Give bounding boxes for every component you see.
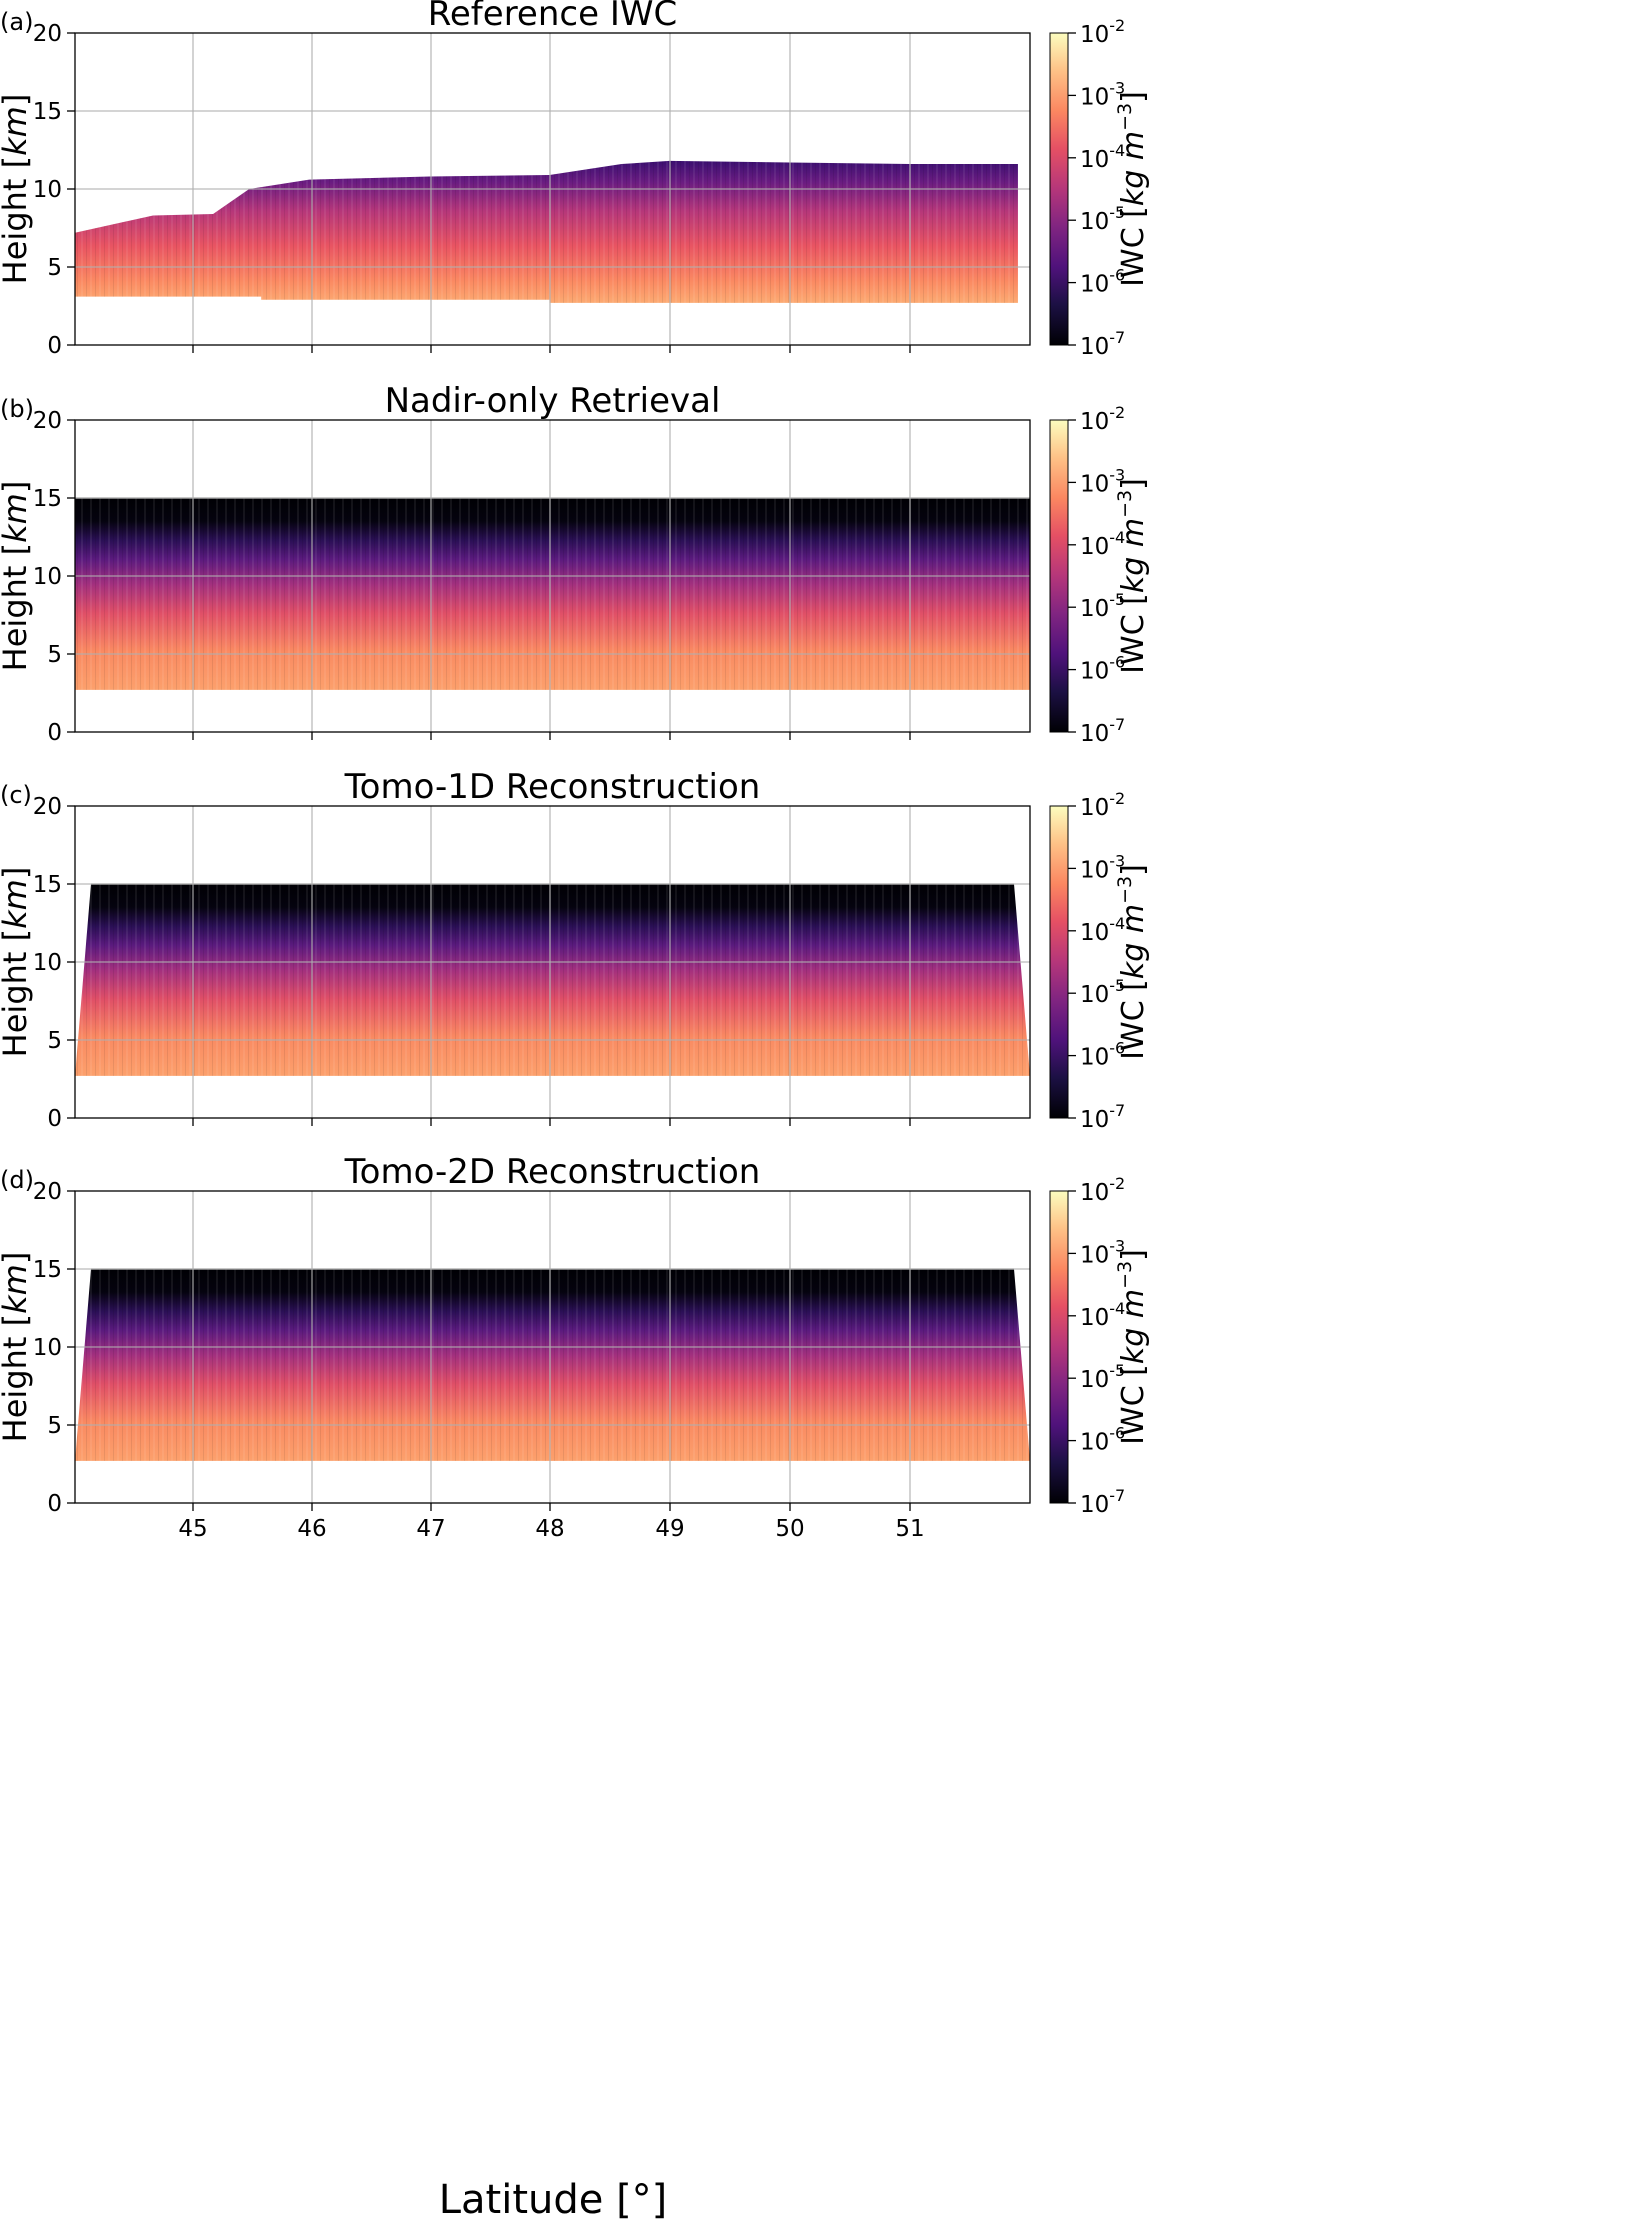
y-tick-label: 10 <box>33 950 62 976</box>
colorbar-tick-label: 10-2 <box>1080 16 1125 48</box>
y-tick-label: 5 <box>47 255 62 281</box>
y-tick-label: 10 <box>33 1335 62 1361</box>
y-tick-label: 10 <box>33 564 62 590</box>
colorbar-tick-label: 10-7 <box>1080 1486 1125 1518</box>
y-axis-label: Height [km] <box>0 1252 34 1443</box>
x-tick-label: 46 <box>297 1516 326 1542</box>
y-tick-label: 15 <box>33 99 62 125</box>
y-tick-label: 20 <box>33 1179 62 1205</box>
panel-b: Nadir-only Retrieval (b)20 15 10 5 0 Height [k… <box>0 381 1151 747</box>
field-texture <box>75 498 1030 690</box>
x-tick-label: 47 <box>416 1516 445 1542</box>
y-tick-label: 0 <box>47 1106 62 1132</box>
field-texture <box>75 884 1030 1076</box>
colorbar-label: IWC [kg m−3] <box>1114 478 1151 674</box>
colorbar-label: IWC [kg m−3] <box>1114 1249 1151 1445</box>
panel-label: (a) <box>0 8 33 36</box>
y-tick-label: 5 <box>47 1028 62 1054</box>
colorbar-tick-label: 10-2 <box>1080 403 1125 435</box>
y-tick-label: 10 <box>33 177 62 203</box>
colorbar-label: IWC [kg m−3] <box>1114 864 1151 1060</box>
y-axis-label: Height [km] <box>0 481 34 672</box>
x-tick-label: 48 <box>535 1516 564 1542</box>
colorbar-tick-label: 10-7 <box>1080 328 1125 360</box>
x-tick-label: 45 <box>178 1516 207 1542</box>
colorbar-tick-label: 10-7 <box>1080 715 1125 747</box>
y-tick-label: 15 <box>33 1257 62 1283</box>
y-tick-label: 20 <box>33 794 62 820</box>
y-tick-label: 0 <box>47 1491 62 1517</box>
field-texture <box>75 1269 1030 1461</box>
panel-title: Nadir-only Retrieval <box>385 381 721 421</box>
y-axis-label: Height [km] <box>0 94 34 285</box>
field-texture <box>75 160 1018 303</box>
colorbar <box>1049 805 1069 1119</box>
panel-title: Tomo-1D Reconstruction <box>344 767 761 807</box>
y-tick-label: 0 <box>47 720 62 746</box>
panel-a: Reference IWC (a)20 15 10 5 0 Height [km] 10-2 1… <box>0 0 1151 360</box>
panel-c: Tomo-1D Reconstruction (c) 20 15 10 5 0 Height … <box>0 767 1151 1133</box>
colorbar-tick-label: 10-2 <box>1080 1174 1125 1206</box>
y-tick-label: 20 <box>33 408 62 434</box>
x-tick-label: 51 <box>895 1516 924 1542</box>
y-tick-label: 5 <box>47 1413 62 1439</box>
colorbar-tick-label: 10-3 <box>1080 851 1125 883</box>
y-tick-label: 5 <box>47 642 62 668</box>
colorbar <box>1049 1190 1069 1504</box>
panel-label: (b) <box>0 395 34 423</box>
panel-label: (d) <box>0 1166 34 1194</box>
x-tick-label: 49 <box>655 1516 684 1542</box>
colorbar <box>1049 419 1069 733</box>
x-axis-label: Latitude [°] <box>439 2177 668 2222</box>
colorbar-tick-label: 10-2 <box>1080 789 1125 821</box>
x-tick-label: 50 <box>775 1516 804 1542</box>
colorbar <box>1049 32 1069 346</box>
y-tick-label: 20 <box>33 21 62 47</box>
colorbar-tick-label: 10-3 <box>1080 78 1125 110</box>
panel-label: (c) <box>0 781 32 809</box>
y-tick-label: 15 <box>33 872 62 898</box>
colorbar-tick-label: 10-7 <box>1080 1101 1125 1133</box>
panel-title: Reference IWC <box>428 0 677 34</box>
colorbar-label: IWC [kg m−3] <box>1114 91 1151 287</box>
y-tick-label: 15 <box>33 486 62 512</box>
y-axis-label: Height [km] <box>0 867 34 1058</box>
y-tick-label: 0 <box>47 333 62 359</box>
panel-title: Tomo-2D Reconstruction <box>344 1152 761 1192</box>
